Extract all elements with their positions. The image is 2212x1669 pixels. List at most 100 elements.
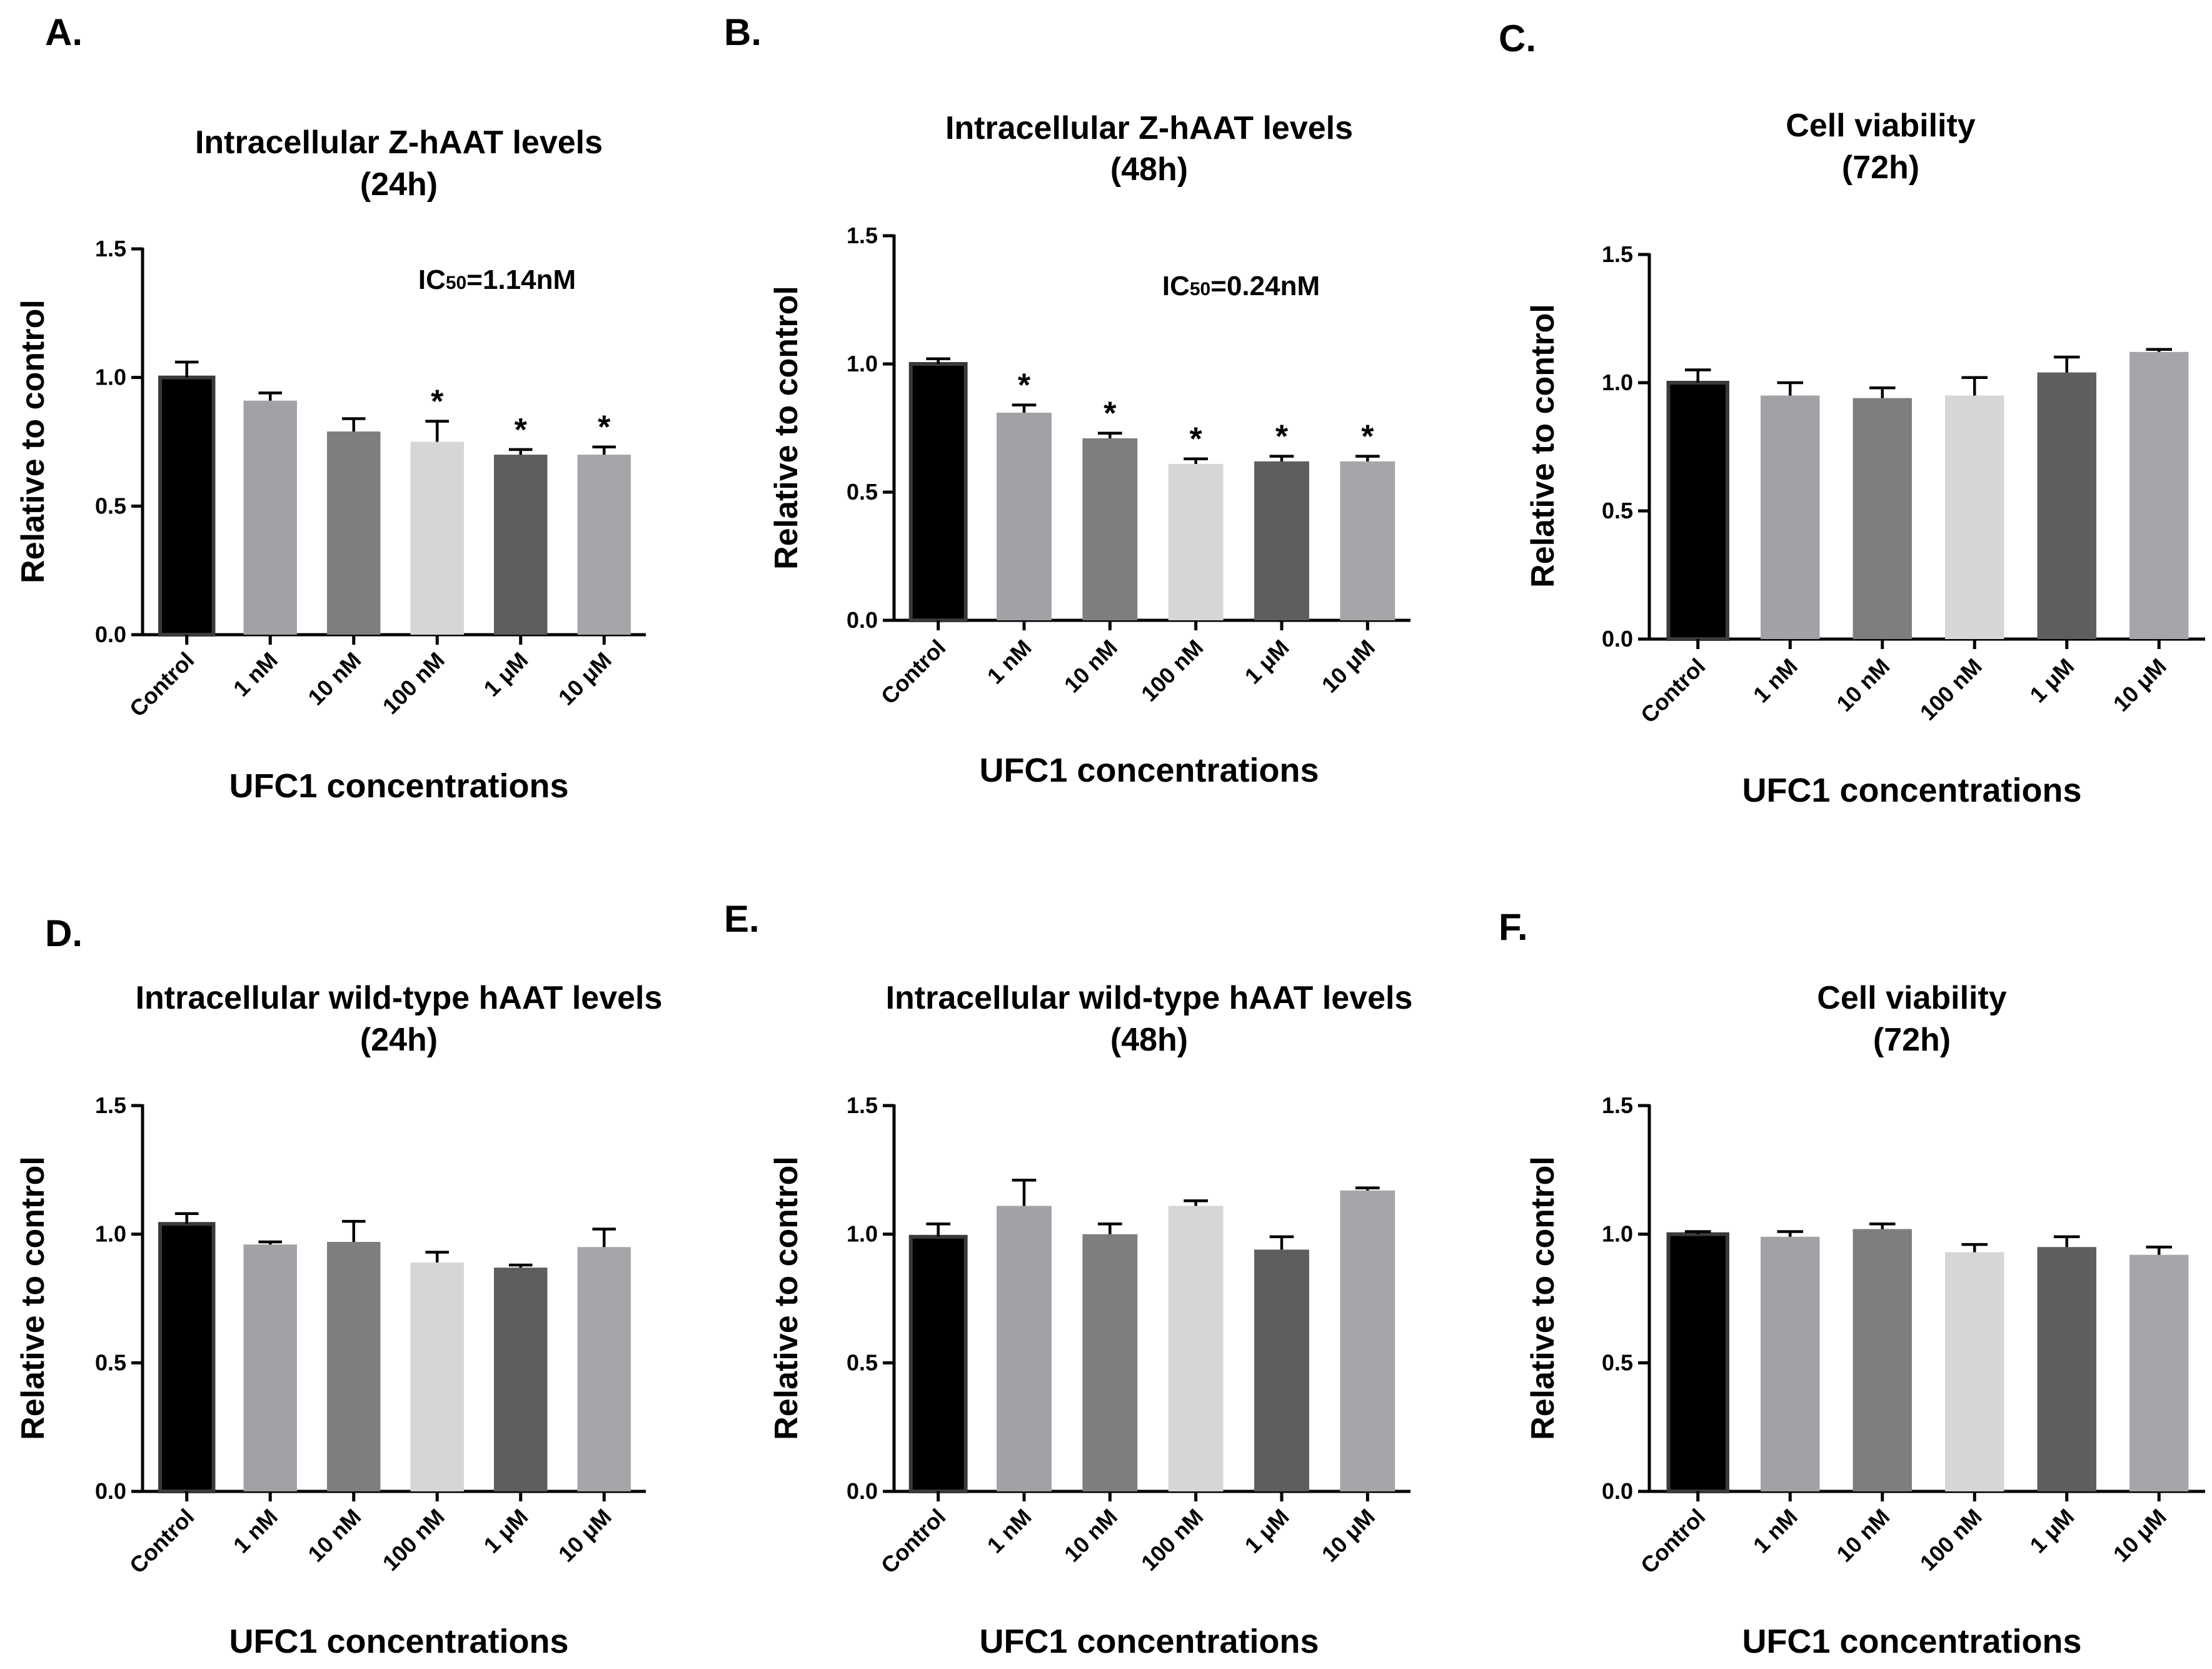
panel-b-xlabel: UFC1 concentrations [979,752,1319,789]
panel-a-xlabel: UFC1 concentrations [229,767,568,805]
panel-a-category-100-nm: 100 nM [378,647,450,719]
panel-a: A. Intracellular Z-hAAT levels (24h) 0.0 0.5… [15,11,646,805]
panel-a-significance-10-um: * [598,410,611,446]
panel-f-category-10-nm: 10 nM [1831,1504,1894,1567]
panel-b-category-control: Control [876,635,950,709]
panel-a-significance-1-um: * [515,412,528,448]
panel-b-ytick-label: 1.5 [847,223,878,248]
panel-b-category-1-nm: 1 nM [982,635,1037,689]
panel-d-ylabel: Relative to control [15,1156,51,1440]
panel-a-category-1-nm: 1 nM [228,647,283,702]
panel-e-ytick-label: 1.5 [847,1092,878,1118]
panel-b-significance-1-nm: * [1018,368,1031,404]
panel-e-bar-10-um [1340,1190,1395,1491]
panel-e-category-control: Control [876,1504,950,1578]
panel-d-category-1-nm: 1 nM [228,1504,283,1558]
panel-c-ytick-label: 1.0 [1602,370,1633,395]
panel-a-category-10-nm: 10 nM [303,647,366,710]
panel-d-bar-1-um [494,1268,548,1491]
panel-e-subtitle: (48h) [1110,1022,1188,1058]
panel-f-bar-control [1666,1232,1729,1493]
panel-e-bar-control [908,1234,968,1494]
panel-a-title: Intracellular Z-hAAT levels [195,124,603,161]
panel-a-significance-100-nm: * [431,384,444,420]
panel-b-ytick-label: 0.5 [847,479,878,505]
panel-d-category-10-nm: 10 nM [303,1504,366,1567]
panel-c-category-10-nm: 10 nM [1831,653,1894,717]
panel-f-xlabel: UFC1 concentrations [1742,1623,2081,1660]
panel-a-ytick-label: 0.5 [95,493,126,518]
panel-d-ytick-label: 0.5 [95,1349,126,1375]
panel-d-category-10-um: 10 μM [553,1504,616,1567]
panel-f-category-1-um: 1 μM [2024,1504,2079,1558]
panel-b-bar-1-um [1254,461,1309,620]
panel-f-ytick-label: 1.5 [1602,1092,1633,1118]
panel-e-title: Intracellular wild-type hAAT levels [886,980,1413,1016]
panel-d-xlabel: UFC1 concentrations [229,1623,568,1660]
panel-b-category-10-nm: 10 nM [1059,635,1122,698]
panel-e-category-10-um: 10 μM [1317,1504,1380,1567]
panel-b-significance-100-nm: * [1190,421,1203,458]
panel-b-subtitle: (48h) [1110,151,1188,188]
panel-c-bar-10-um [2129,351,2189,639]
panel-a-category-1-um: 1 μM [478,647,533,702]
panel-e-bar-10-nm [1082,1234,1138,1491]
panel-c-ylabel: Relative to control [1525,304,1561,588]
panel-d: D. Intracellular wild-type hAAT levels (24… [15,912,662,1660]
panel-d-category-control: Control [124,1504,199,1578]
panel-f-subtitle: (72h) [1873,1022,1951,1058]
panel-b-bar-control [908,362,968,622]
panel-d-ytick-label: 1.0 [95,1221,126,1247]
panel-a-subtitle: (24h) [360,166,438,203]
panel-a-bar-control [158,375,216,637]
panel-c-bar-control [1666,381,1729,641]
panel-b-bar-100-nm [1168,463,1224,620]
panel-b-significance-1-um: * [1275,419,1289,455]
panel-b-ytick-label: 0.0 [847,607,878,633]
panel-b-category-1-um: 1 μM [1240,635,1294,689]
panel-f-bar-1-nm [1761,1236,1820,1491]
panel-a-category-10-um: 10 μM [553,647,616,710]
panel-e-ylabel: Relative to control [768,1156,805,1440]
panel-f-ylabel: Relative to control [1525,1156,1561,1440]
panel-e-ytick-label: 0.5 [847,1349,878,1375]
panel-f-bar-10-nm [1853,1229,1912,1491]
panel-d-ytick-label: 0.0 [95,1478,126,1504]
panel-a-bar-10-nm [327,431,381,635]
panel-e-category-100-nm: 100 nM [1136,1504,1208,1576]
panel-c-letter: C. [1499,18,1536,59]
panel-a-ylabel: Relative to control [15,300,51,583]
panel-d-bar-control [158,1222,216,1494]
panel-b-category-100-nm: 100 nM [1136,635,1208,707]
panel-a-ytick-label: 1.0 [95,365,126,390]
panel-a-letter: A. [45,11,83,53]
panel-e-category-10-nm: 10 nM [1059,1504,1122,1567]
panel-e-category-1-nm: 1 nM [982,1504,1037,1558]
panel-a-ic50-annotation: IC50=1.14nM [418,265,576,295]
panel-d-ytick-label: 1.5 [95,1092,126,1118]
panel-d-letter: D. [45,912,83,954]
panel-e-bar-100-nm [1168,1206,1224,1491]
panel-c-category-control: Control [1636,653,1710,728]
panel-e: E. Intracellular wild-type hAAT levels (48… [724,898,1412,1660]
panel-a-bar-100-nm [410,441,464,635]
panel-c-subtitle: (72h) [1842,149,1919,186]
panel-c-category-10-um: 10 μM [2108,653,2171,717]
panel-b-ylabel: Relative to control [768,286,805,570]
panel-f: F. Cell viability (72h) 0.0 0.5 1.0 1.5 Relativ… [1499,906,2205,1660]
panel-c-bar-100-nm [1945,395,2004,639]
panel-b-category-10-um: 10 μM [1317,635,1380,698]
panel-b-bar-1-nm [997,412,1052,620]
panel-d-title: Intracellular wild-type hAAT levels [136,980,663,1016]
panel-a-bar-1-um [494,455,548,635]
panel-c-ytick-label: 0.5 [1602,498,1633,523]
panel-e-bar-1-um [1254,1249,1309,1491]
panel-e-ytick-label: 0.0 [847,1478,878,1504]
panel-b: B. Intracellular Z-hAAT levels (48h) 0.0 0.5… [724,11,1410,789]
panel-f-ytick-label: 0.5 [1602,1349,1633,1375]
panel-a-ytick-label: 0.0 [95,622,126,647]
panel-f-category-control: Control [1636,1504,1710,1578]
panel-d-bar-100-nm [410,1262,464,1491]
